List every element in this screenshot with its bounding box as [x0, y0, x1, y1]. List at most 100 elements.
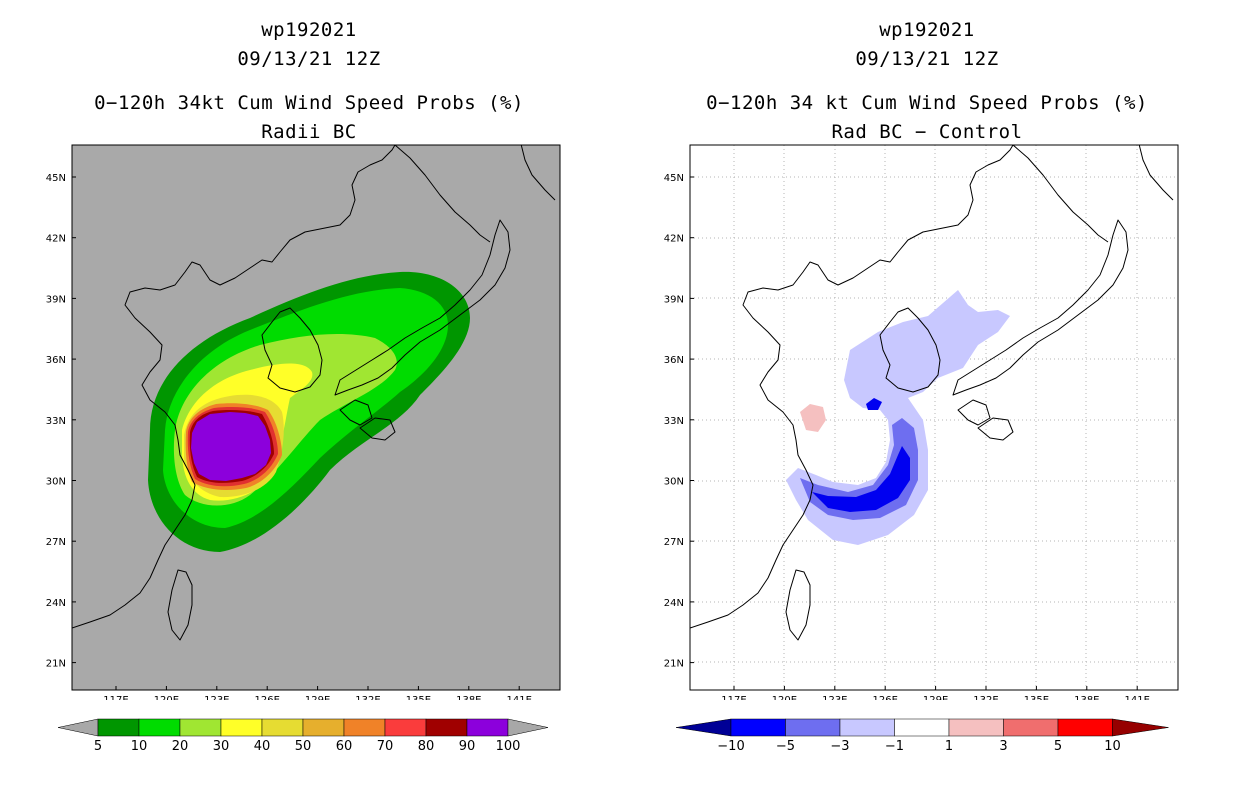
colorbar-swatch — [261, 718, 304, 737]
colorbar-swatch — [343, 718, 386, 737]
colorbar-label: 80 — [418, 739, 435, 754]
colorbar-swatch — [839, 718, 895, 737]
latitude-labels: 45N 42N 39N 36N 33N 30N 27N 24N 21N — [664, 173, 694, 670]
coastlines — [72, 145, 556, 641]
colorbar-label: 10 — [131, 739, 148, 754]
lat-label: 45N — [46, 173, 66, 184]
map-frame — [71, 144, 561, 691]
colorbar-label: 40 — [254, 739, 271, 754]
lon-label: 132E — [973, 695, 998, 700]
lon-label: 135E — [406, 695, 431, 700]
colorbar-swatch — [384, 718, 427, 737]
lon-label: 129E — [923, 695, 948, 700]
colorbar-label: 5 — [94, 739, 102, 754]
grid-lines — [690, 145, 1178, 690]
colorbar-swatch — [1003, 718, 1059, 737]
colorbar-label: −1 — [885, 739, 904, 754]
lon-label: 135E — [1024, 695, 1049, 700]
left-colorbar: 5 10 20 30 40 50 60 70 80 90 100 — [57, 718, 549, 754]
lon-label: 123E — [204, 695, 229, 700]
left-title-main: 0−120h 34kt Cum Wind Speed Probs (%) — [94, 92, 524, 114]
lat-label: 24N — [46, 598, 66, 609]
colorbar-label: 100 — [496, 739, 521, 754]
diff-band-minus5b — [866, 398, 882, 410]
colorbar-swatch — [1057, 718, 1113, 737]
lat-label: 27N — [664, 537, 684, 548]
lat-label: 42N — [46, 234, 66, 245]
lon-label: 120E — [772, 695, 797, 700]
right-difference-map: 45N 42N 39N 36N 33N 30N 27N 24N 21N 117E 120E 123E… — [664, 144, 1179, 700]
prob-band-100 — [191, 412, 271, 481]
lat-label: 30N — [46, 477, 66, 488]
lat-label: 36N — [664, 355, 684, 366]
diff-band-minus1 — [786, 290, 1010, 545]
lat-label: 33N — [46, 416, 66, 427]
lon-label: 126E — [872, 695, 897, 700]
colorbar-label: −10 — [717, 739, 744, 754]
colorbar-swatch — [894, 718, 950, 737]
colorbar-label: −5 — [776, 739, 795, 754]
longitude-labels: 117E 120E 123E 126E 129E 132E 135E 138E 141E — [721, 686, 1150, 700]
difference-contours — [786, 290, 1010, 545]
colorbar-label: 3 — [999, 739, 1007, 754]
left-probability-map: 45N 42N 39N 36N 33N 30N 27N 24N 21N 117E 120E 123E… — [46, 144, 561, 700]
lon-label: 141E — [1124, 695, 1149, 700]
left-panel: wp192021 09/13/21 12Z 0−120h 34kt Cum Wi… — [46, 19, 561, 754]
lon-label: 138E — [1074, 695, 1099, 700]
lat-label: 24N — [664, 598, 684, 609]
lon-label: 132E — [355, 695, 380, 700]
latitude-labels: 45N 42N 39N 36N 33N 30N 27N 24N 21N — [46, 173, 76, 670]
lon-label: 141E — [506, 695, 531, 700]
colorbar-swatch — [948, 718, 1004, 737]
lat-label: 21N — [46, 659, 66, 670]
probability-contours — [72, 145, 556, 641]
right-title-main: 0−120h 34 kt Cum Wind Speed Probs (%) — [706, 92, 1148, 114]
lat-label: 30N — [664, 477, 684, 488]
colorbar-swatch — [730, 718, 786, 737]
right-panel: wp192021 09/13/21 12Z 0−120h 34 kt Cum W… — [618, 0, 1236, 800]
lat-label: 33N — [664, 416, 684, 427]
diff-band-minus5 — [812, 446, 910, 512]
colorbar-label: 70 — [377, 739, 394, 754]
lon-label: 126E — [254, 695, 279, 700]
lon-label: 117E — [721, 695, 746, 700]
lon-label: 120E — [154, 695, 179, 700]
colorbar-label: 90 — [459, 739, 476, 754]
lat-label: 39N — [664, 294, 684, 305]
map-background — [690, 145, 1178, 690]
colorbar-label: 10 — [1104, 739, 1121, 754]
colorbar-swatch — [785, 718, 841, 737]
colorbar-label: 30 — [213, 739, 230, 754]
lat-label: 27N — [46, 537, 66, 548]
lat-label: 45N — [664, 173, 684, 184]
colorbar-label: 50 — [295, 739, 312, 754]
colorbar-label: 60 — [336, 739, 353, 754]
colorbar-swatch — [138, 718, 181, 737]
right-title-sub: Rad BC − Control — [831, 121, 1023, 143]
left-title-date: 09/13/21 12Z — [237, 48, 381, 70]
right-colorbar: −10 −5 −3 −1 1 3 5 10 — [675, 718, 1169, 754]
right-title-storm-id: wp192021 — [879, 19, 975, 41]
map-frame — [689, 144, 1179, 691]
colorbar-swatch — [302, 718, 345, 737]
colorbar-low-arrow — [675, 718, 732, 737]
colorbar-label: −3 — [830, 739, 849, 754]
colorbar-high-arrow — [1112, 718, 1169, 737]
longitude-labels: 117E 120E 123E 126E 129E 132E 135E 138E 141E — [103, 686, 532, 700]
colorbar-swatch — [97, 718, 140, 737]
colorbar-label: 5 — [1054, 739, 1062, 754]
lon-label: 129E — [305, 695, 330, 700]
colorbar-swatch — [179, 718, 222, 737]
lat-label: 21N — [664, 659, 684, 670]
lat-label: 36N — [46, 355, 66, 366]
colorbar-label: 1 — [945, 739, 953, 754]
colorbar-low-arrow — [57, 718, 99, 737]
lon-label: 138E — [456, 695, 481, 700]
colorbar-swatch — [220, 718, 263, 737]
lon-label: 117E — [103, 695, 128, 700]
diff-band-plus1 — [800, 404, 826, 432]
colorbar-swatch — [425, 718, 468, 737]
coastlines — [690, 145, 1174, 641]
lat-label: 39N — [46, 294, 66, 305]
left-title-storm-id: wp192021 — [261, 19, 357, 41]
